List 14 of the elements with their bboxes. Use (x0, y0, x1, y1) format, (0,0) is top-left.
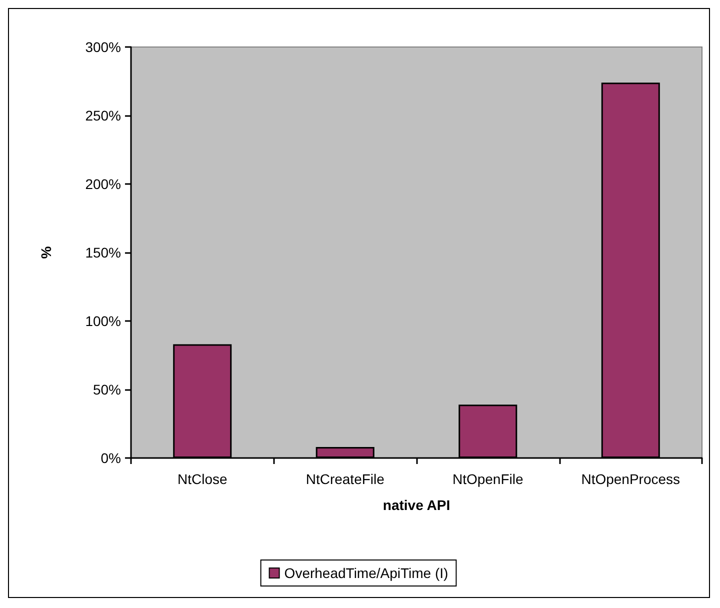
y-tick-label: 100% (85, 313, 121, 329)
legend-label: OverheadTime/ApiTime (I) (284, 565, 448, 581)
y-tick-label: 250% (85, 108, 121, 124)
y-tick-label: 50% (92, 382, 121, 398)
x-tick-label: NtOpenProcess (581, 471, 680, 487)
y-tick-label: 300% (85, 39, 121, 55)
x-tick-label: NtOpenFile (452, 471, 524, 487)
x-tick-label: NtCreateFile (306, 471, 385, 487)
y-tick-label: 0% (100, 450, 121, 466)
y-tick-label: 150% (85, 244, 121, 260)
x-tick-label: NtClose (177, 471, 228, 487)
x-axis-title: native API (382, 497, 450, 513)
y-tick-label: 200% (85, 176, 121, 192)
y-axis-title: % (38, 246, 54, 259)
